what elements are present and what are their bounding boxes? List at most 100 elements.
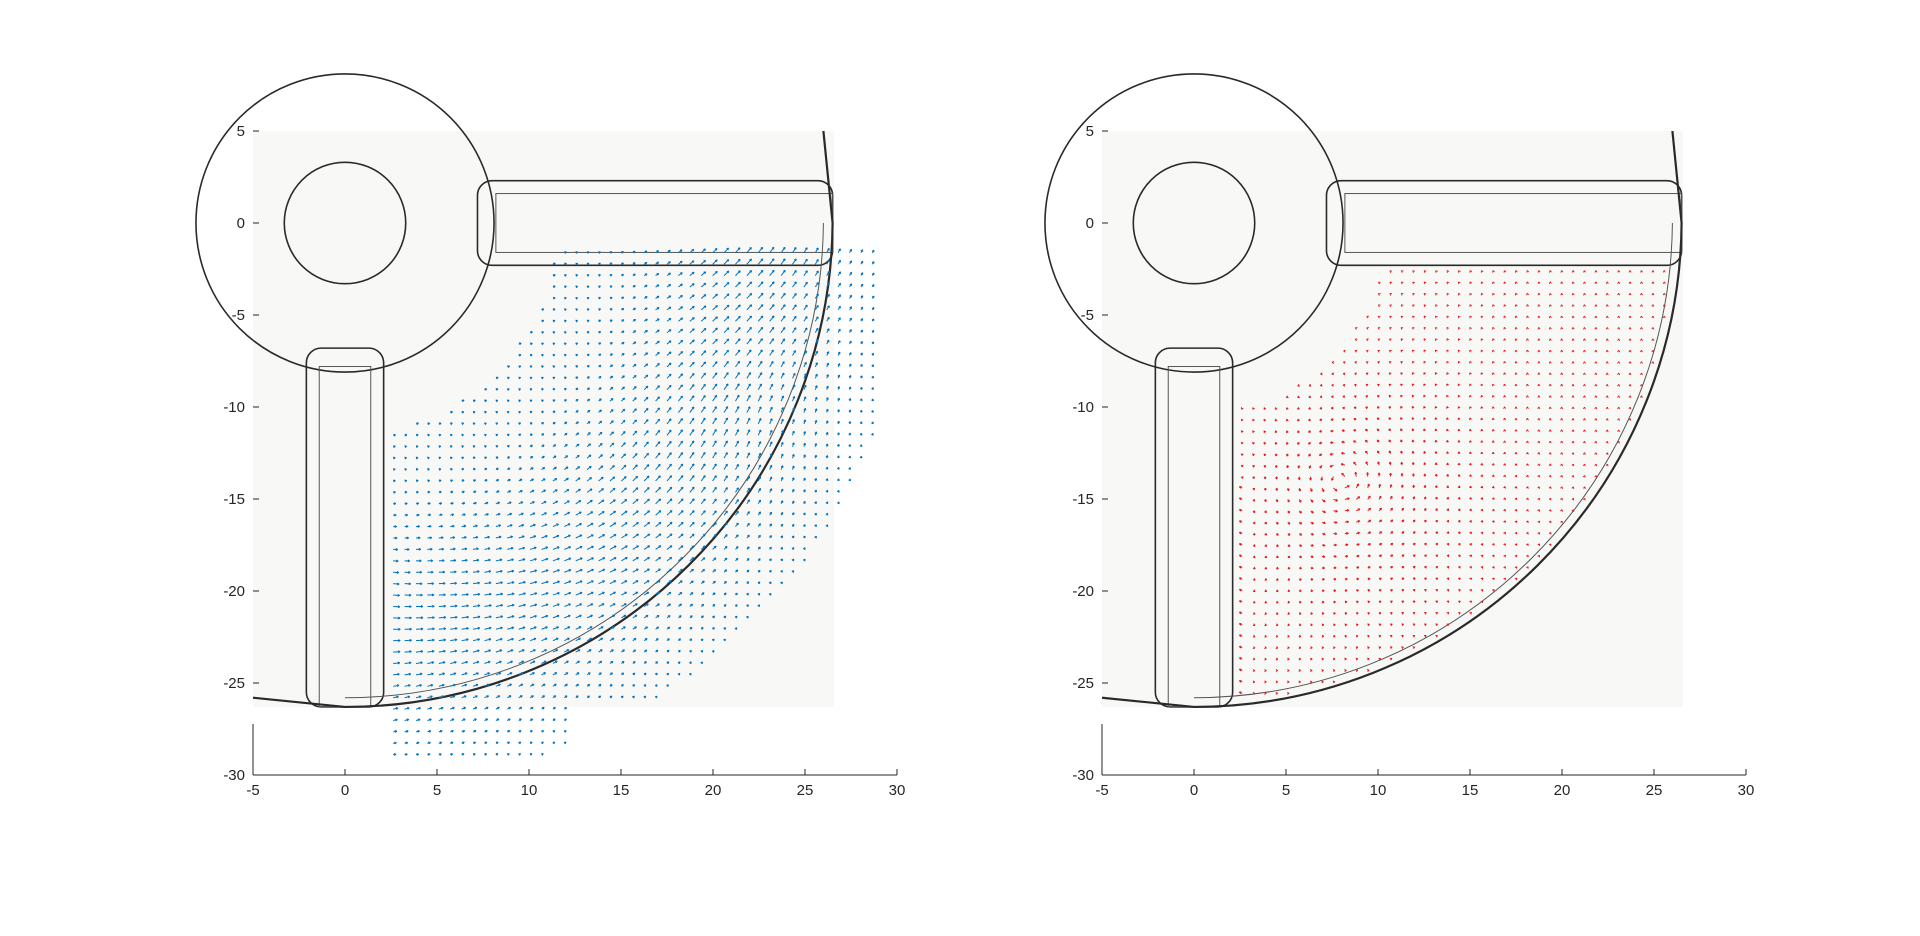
velocity-arrow-head	[408, 672, 412, 676]
velocity-arrow-head	[484, 467, 488, 471]
velocity-arrow-head	[666, 661, 670, 664]
velocity-arrow	[666, 418, 672, 425]
velocity-arrow-head	[427, 433, 430, 437]
velocity-arrow-head	[791, 512, 795, 515]
velocity-arrow-head	[522, 535, 525, 539]
velocity-arrow-head	[440, 524, 444, 528]
velocity-arrow-head	[643, 684, 647, 687]
velocity-arrow-head	[578, 488, 581, 492]
velocity-arrow-head	[488, 570, 492, 573]
velocity-arrow-head	[759, 395, 762, 398]
velocity-arrow-head	[725, 475, 728, 479]
velocity-arrow-head	[518, 444, 522, 448]
velocity-arrow-head	[454, 660, 457, 664]
velocity-arrow-head	[579, 511, 582, 515]
velocity-arrow-head	[418, 547, 421, 551]
velocity-arrow-head	[633, 285, 636, 288]
velocity-arrow-head	[565, 455, 569, 458]
velocity-arrow-head	[633, 341, 637, 345]
velocity-arrow-head	[746, 546, 750, 550]
velocity-arrow	[495, 604, 503, 607]
velocity-arrow	[757, 258, 764, 265]
velocity-arrow-head	[564, 706, 568, 710]
velocity-arrow-head	[555, 660, 558, 664]
velocity-arrow	[735, 258, 741, 265]
velocity-arrow	[723, 406, 729, 413]
velocity-arrow-head	[598, 251, 601, 254]
velocity-arrow-head	[462, 490, 465, 494]
velocity-arrow-head	[780, 465, 784, 468]
velocity-arrow-head	[668, 362, 672, 366]
velocity-arrow	[723, 282, 730, 288]
velocity-arrow-head	[609, 285, 613, 289]
velocity-arrow	[780, 315, 786, 322]
velocity-arrow-head	[703, 498, 706, 502]
velocity-arrow	[552, 603, 560, 607]
velocity-arrow-head	[769, 464, 773, 468]
velocity-arrow	[780, 270, 786, 276]
velocity-arrow-head	[575, 410, 579, 413]
velocity-arrow-head	[416, 490, 419, 494]
velocity-arrow-head	[577, 454, 580, 458]
velocity-arrow-head	[473, 741, 477, 745]
velocity-arrow	[769, 315, 775, 322]
velocity-arrow-head	[427, 468, 430, 471]
velocity-arrow-head	[643, 695, 647, 699]
velocity-arrow-head	[612, 603, 616, 606]
velocity-arrow-head	[586, 319, 590, 323]
velocity-arrow-head	[645, 341, 648, 344]
velocity-arrow-head	[587, 695, 590, 699]
velocity-arrow-head	[431, 570, 434, 574]
velocity-arrow-head	[564, 410, 568, 414]
velocity-arrow	[495, 649, 503, 653]
velocity-arrow-head	[452, 524, 455, 528]
velocity-arrow	[632, 441, 638, 448]
velocity-arrow	[632, 464, 638, 470]
velocity-arrow	[735, 406, 740, 413]
velocity-arrow-head	[726, 349, 730, 353]
velocity-arrow-head	[666, 649, 670, 653]
y-tick-label: -25	[1072, 675, 1094, 692]
velocity-arrow-head	[508, 490, 512, 493]
velocity-arrow-head	[814, 477, 818, 481]
velocity-arrow-head	[552, 319, 556, 323]
velocity-arrow	[735, 383, 740, 390]
velocity-arrow-head	[621, 660, 625, 664]
velocity-arrow	[552, 558, 560, 562]
velocity-arrow-head	[588, 649, 592, 652]
velocity-arrow	[655, 521, 662, 527]
velocity-arrow	[735, 304, 741, 311]
velocity-arrow-head	[780, 546, 784, 550]
velocity-arrow-head	[657, 418, 661, 422]
velocity-arrow-head	[564, 285, 567, 289]
velocity-arrow-head	[703, 383, 706, 387]
velocity-arrow	[678, 510, 684, 516]
velocity-arrow	[529, 546, 537, 550]
velocity-arrow-head	[500, 569, 503, 573]
velocity-arrow	[678, 475, 684, 482]
velocity-arrow-head	[532, 512, 536, 516]
velocity-arrow	[746, 464, 750, 470]
velocity-arrow-head	[542, 467, 546, 470]
velocity-arrow-head	[714, 510, 717, 514]
velocity-arrow	[529, 581, 537, 585]
velocity-arrow-head	[484, 411, 487, 414]
velocity-arrow-head	[529, 410, 533, 414]
velocity-arrow-head	[644, 296, 648, 299]
velocity-arrow-head	[575, 296, 579, 300]
velocity-arrow-head	[564, 376, 567, 380]
velocity-arrow-head	[487, 547, 491, 551]
velocity-arrow-head	[805, 270, 808, 273]
velocity-arrow-head	[455, 615, 458, 619]
velocity-arrow-head	[397, 582, 400, 586]
velocity-arrow	[609, 603, 616, 607]
velocity-arrow	[541, 523, 548, 528]
velocity-arrow-head	[644, 261, 648, 265]
velocity-arrow-head	[600, 454, 603, 457]
velocity-arrow-head	[622, 419, 626, 423]
velocity-arrow-head	[564, 331, 567, 334]
velocity-arrow-head	[529, 353, 533, 357]
velocity-arrow-head	[691, 361, 695, 365]
velocity-arrow-head	[726, 282, 730, 285]
velocity-arrow-head	[769, 488, 773, 491]
